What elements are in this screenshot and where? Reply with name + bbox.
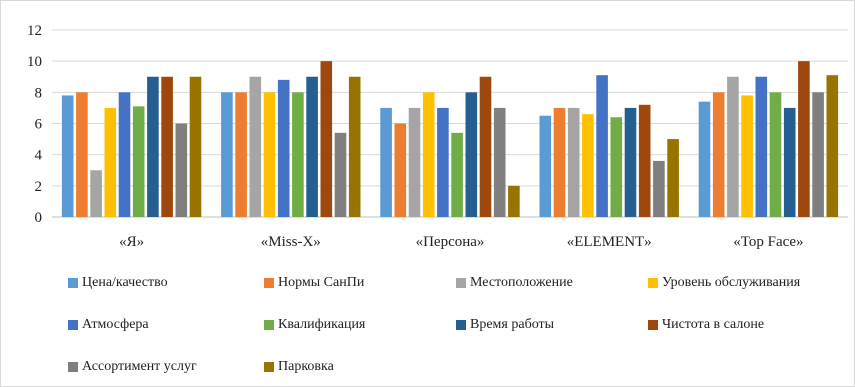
bar bbox=[235, 92, 247, 217]
bar bbox=[320, 61, 333, 217]
legend-item: Парковка bbox=[264, 357, 334, 377]
legend-label: Цена/качество bbox=[82, 275, 168, 290]
y-tick-label: 10 bbox=[27, 54, 42, 70]
bar bbox=[596, 75, 608, 217]
bar bbox=[479, 76, 492, 217]
legend-swatch bbox=[68, 278, 78, 288]
bar bbox=[61, 95, 74, 217]
bar bbox=[769, 92, 782, 217]
bar bbox=[553, 107, 566, 217]
x-category-label: «Персона» bbox=[416, 234, 485, 250]
legend-label: Уровень обслуживания bbox=[662, 275, 801, 290]
legend-item: Чистота в салоне bbox=[648, 315, 764, 335]
bar bbox=[175, 123, 188, 217]
y-tick-label: 0 bbox=[35, 210, 43, 226]
bar bbox=[667, 139, 679, 217]
legend-swatch bbox=[456, 320, 466, 330]
legend-label: Атмосфера bbox=[82, 317, 149, 332]
bar bbox=[508, 185, 520, 217]
legend-item: Цена/качество bbox=[68, 273, 168, 293]
bar bbox=[292, 92, 304, 217]
bar bbox=[306, 76, 318, 217]
bar bbox=[451, 132, 463, 217]
bar bbox=[104, 107, 117, 217]
bar bbox=[437, 107, 449, 217]
bar bbox=[638, 104, 651, 217]
bar bbox=[249, 76, 262, 217]
legend-item: Атмосфера bbox=[68, 315, 149, 335]
bar bbox=[277, 79, 290, 218]
legend-item: Квалификация bbox=[264, 315, 365, 335]
bar bbox=[755, 76, 768, 217]
bar bbox=[408, 107, 421, 217]
legend-item: Время работы bbox=[456, 315, 554, 335]
bar bbox=[582, 114, 594, 217]
legend-label: Местоположение bbox=[470, 275, 573, 290]
bar bbox=[76, 92, 88, 217]
bar bbox=[624, 107, 637, 217]
bar bbox=[221, 92, 233, 217]
legend-swatch bbox=[648, 320, 658, 330]
bar bbox=[380, 107, 392, 217]
legend-item: Уровень обслуживания bbox=[648, 273, 800, 293]
bar bbox=[147, 76, 159, 217]
legend-item: Нормы СанПи bbox=[264, 273, 364, 293]
legend-item: Ассортимент услуг bbox=[68, 357, 197, 377]
legend-swatch bbox=[456, 278, 466, 288]
bar bbox=[567, 107, 580, 217]
legend-label: Нормы СанПи bbox=[278, 275, 365, 290]
bar bbox=[394, 123, 407, 217]
y-tick-label: 8 bbox=[35, 85, 43, 101]
legend-label: Чистота в салоне bbox=[662, 317, 765, 332]
bar bbox=[118, 92, 131, 217]
bar bbox=[493, 107, 506, 217]
bar bbox=[812, 92, 824, 217]
bar bbox=[132, 106, 145, 217]
legend-swatch bbox=[68, 320, 78, 330]
y-tick-label: 4 bbox=[35, 148, 43, 164]
bar bbox=[263, 92, 276, 217]
bar bbox=[698, 101, 711, 217]
bar bbox=[712, 92, 725, 217]
y-tick-label: 12 bbox=[27, 23, 42, 39]
x-category-label: «Top Face» bbox=[733, 234, 803, 250]
bar bbox=[161, 76, 173, 217]
bar bbox=[465, 92, 478, 217]
bar bbox=[348, 76, 361, 217]
bar bbox=[90, 170, 102, 217]
legend-label: Время работы bbox=[470, 317, 555, 332]
x-category-label: «ELEMENT» bbox=[567, 234, 652, 250]
legend-label: Квалификация bbox=[278, 317, 366, 332]
bar bbox=[727, 76, 739, 217]
legend-item: Местоположение bbox=[456, 273, 573, 293]
legend-swatch bbox=[264, 362, 274, 372]
bar bbox=[826, 75, 839, 217]
bar bbox=[422, 92, 435, 217]
bar bbox=[334, 132, 347, 217]
y-tick-label: 6 bbox=[35, 117, 43, 133]
bar bbox=[610, 117, 623, 217]
bar bbox=[741, 95, 753, 217]
x-category-label: «Miss-X» bbox=[261, 234, 321, 250]
legend-swatch bbox=[264, 278, 274, 288]
legend-label: Ассортимент услуг bbox=[82, 359, 197, 374]
bar bbox=[539, 115, 552, 217]
bar bbox=[798, 61, 810, 217]
legend-swatch bbox=[264, 320, 274, 330]
y-tick-label: 2 bbox=[35, 179, 43, 195]
legend-swatch bbox=[648, 278, 658, 288]
x-category-label: «Я» bbox=[119, 234, 144, 250]
bar bbox=[653, 160, 665, 217]
legend-swatch bbox=[68, 362, 78, 372]
bar bbox=[189, 76, 202, 217]
bar bbox=[783, 107, 796, 217]
legend-label: Парковка bbox=[278, 359, 334, 374]
